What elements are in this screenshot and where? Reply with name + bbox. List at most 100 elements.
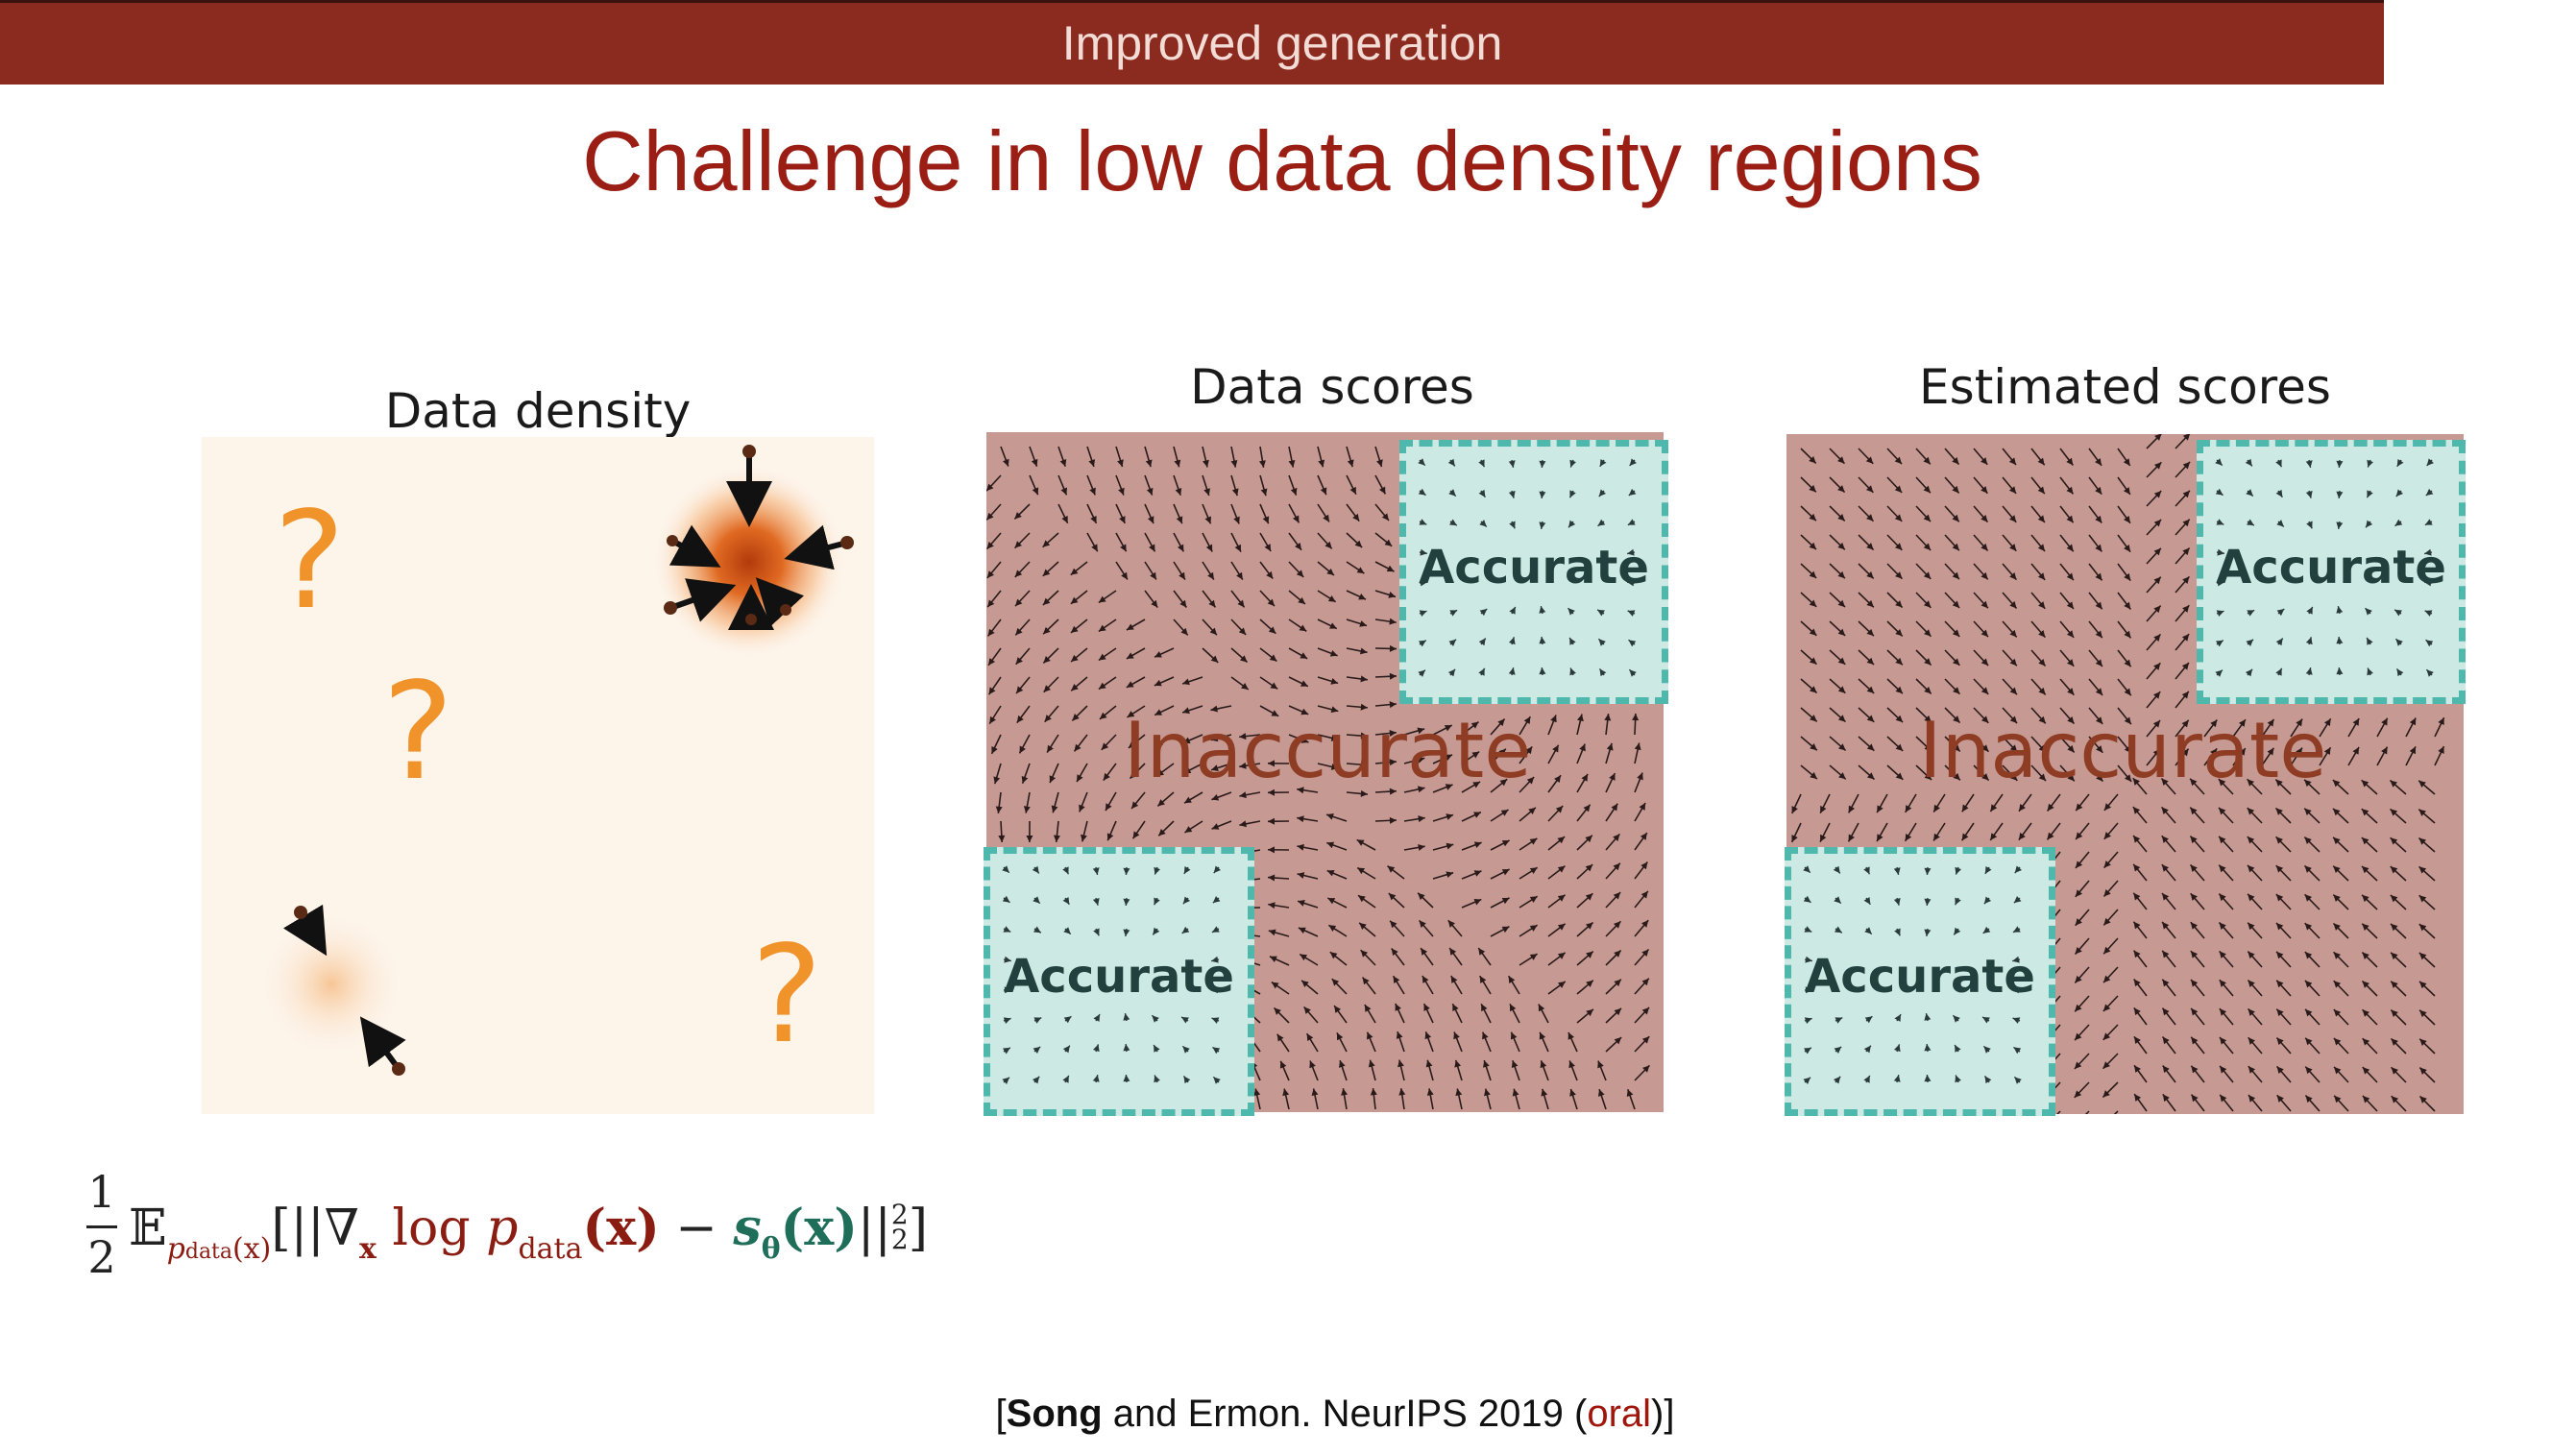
vector-arrow-head <box>1923 485 1931 494</box>
accurate-label: Accurate <box>1419 541 1649 594</box>
vector-arrow-head <box>2076 832 2083 840</box>
vector-arrow-head <box>2153 547 2161 556</box>
vector-arrow-head <box>1239 791 1247 799</box>
vector-arrow-head <box>1483 1060 1490 1068</box>
vector-arrow-head <box>1833 865 1840 874</box>
vector-arrow-head <box>1952 600 1960 609</box>
vector-arrow-head <box>1866 715 1875 722</box>
vector-arrow-head <box>1293 515 1300 523</box>
vector-arrow-head <box>1147 516 1154 524</box>
estimated-scores-title: Estimated scores <box>1919 359 2331 415</box>
formula-body: 𝔼pdata(x)[||∇x log pdata(x) − sθ(x)|| 2 2] <box>129 1199 928 1266</box>
vector-arrow-head <box>2391 923 2398 932</box>
vector-arrow-head <box>1014 541 1022 548</box>
vector-arrow-head <box>1550 715 1557 723</box>
vector-arrow-head <box>1389 788 1397 795</box>
vector-arrow-head <box>1539 606 1546 614</box>
vector-arrow-head <box>988 687 996 695</box>
vector-arrow-head <box>2391 981 2398 989</box>
vector-arrow-head <box>1063 927 1071 934</box>
vector-arrow-head <box>1837 485 1845 493</box>
vector-arrow-head <box>1062 1075 1069 1083</box>
vector-arrow-head <box>2267 718 2274 727</box>
vector-arrow-head <box>2276 1008 2284 1017</box>
vector-arrow-head <box>2238 748 2246 756</box>
inaccurate-label: Inaccurate <box>1124 706 1532 795</box>
vector-arrow-head <box>1233 516 1240 524</box>
vector-arrow-head <box>1092 1044 1100 1053</box>
vector-arrow-head <box>2038 687 2046 695</box>
vector-arrow-head <box>1449 948 1457 956</box>
vector-arrow-head <box>1389 759 1397 766</box>
vector-arrow-head <box>1955 897 1961 906</box>
vector-arrow-head <box>2102 1032 2111 1040</box>
vector-arrow-head <box>1426 1088 1434 1096</box>
vector-arrow-head <box>1611 803 1618 812</box>
vector-arrow-head <box>1586 980 1593 987</box>
vector-arrow-head <box>987 599 995 608</box>
vector-arrow-head <box>1509 606 1516 615</box>
vector-arrow-head <box>1961 804 1969 812</box>
vector-arrow-head <box>1088 459 1096 467</box>
vector-arrow-head <box>1981 571 1988 580</box>
vector-arrow-head <box>1269 956 1277 962</box>
vector-arrow-head <box>1127 711 1135 717</box>
vector-arrow-head <box>1923 514 1931 522</box>
vector-arrow-head <box>1865 456 1874 464</box>
density-panel-title: Data density <box>384 383 692 439</box>
vector-arrow-head <box>2336 667 2344 675</box>
vector-arrow-head <box>2161 836 2169 843</box>
vector-arrow-head <box>2095 630 2102 639</box>
vector-arrow-head <box>2305 1095 2313 1103</box>
vector-arrow-head <box>1184 796 1192 804</box>
vector-arrow-head <box>986 512 994 521</box>
vector-arrow-head <box>1300 737 1309 743</box>
accurate-vector-field <box>2215 458 2434 677</box>
vector-arrow-head <box>2038 744 2046 753</box>
vector-arrow-head <box>2038 658 2046 667</box>
vector-arrow-head <box>1557 865 1566 873</box>
vector-arrow-head <box>1176 516 1183 524</box>
vector-arrow-head <box>1098 653 1106 661</box>
vector-arrow-head <box>1014 512 1022 520</box>
vector-arrow-head <box>2333 894 2341 902</box>
vector-arrow-head <box>1820 805 1827 813</box>
vector-arrow-head <box>2215 458 2223 466</box>
vector-arrow-head <box>1211 1017 1220 1024</box>
formula-expectation-sub: pdata(x) <box>166 1232 272 1266</box>
vector-arrow-head <box>2075 918 2082 926</box>
vector-arrow-head <box>1059 459 1067 467</box>
vector-arrow-head <box>1952 485 1959 494</box>
vector-arrow-head <box>1501 869 1510 876</box>
vector-arrow-head <box>1848 834 1855 842</box>
vector-arrow-head <box>2275 638 2283 646</box>
formula-minus: − <box>659 1200 734 1257</box>
vector-arrow-head <box>2047 832 2054 840</box>
vector-arrow-head <box>2336 637 2344 644</box>
vector-arrow-head <box>2038 630 2046 638</box>
vector-arrow-head <box>1368 1059 1375 1068</box>
vector-arrow-head <box>1175 488 1182 496</box>
density-arrow-tail <box>742 445 756 458</box>
vector-arrow-head <box>1614 950 1621 958</box>
vector-arrow-head <box>1893 898 1901 906</box>
vector-arrow-head <box>1557 952 1566 959</box>
vector-arrow-head <box>1269 654 1277 662</box>
vector-arrow-head <box>1791 835 1798 842</box>
vector-arrow-head <box>2162 1007 2170 1016</box>
vector-arrow-head <box>1387 865 1396 873</box>
vector-arrow-head <box>2132 807 2141 814</box>
vector-arrow-head <box>1042 597 1051 606</box>
vector-arrow-head <box>2333 923 2341 931</box>
density-arrow <box>784 524 848 570</box>
vector-arrow-head <box>1341 1088 1349 1096</box>
vector-arrow-head <box>1298 596 1305 605</box>
vector-arrow-head <box>2067 715 2075 724</box>
vector-arrow-head <box>1834 896 1841 904</box>
vector-arrow-head <box>1002 895 1010 903</box>
vector-arrow-head <box>1120 544 1127 552</box>
vector-arrow-head <box>1389 701 1397 709</box>
vector-arrow-head <box>2267 747 2274 756</box>
vector-arrow-head <box>2247 779 2254 787</box>
